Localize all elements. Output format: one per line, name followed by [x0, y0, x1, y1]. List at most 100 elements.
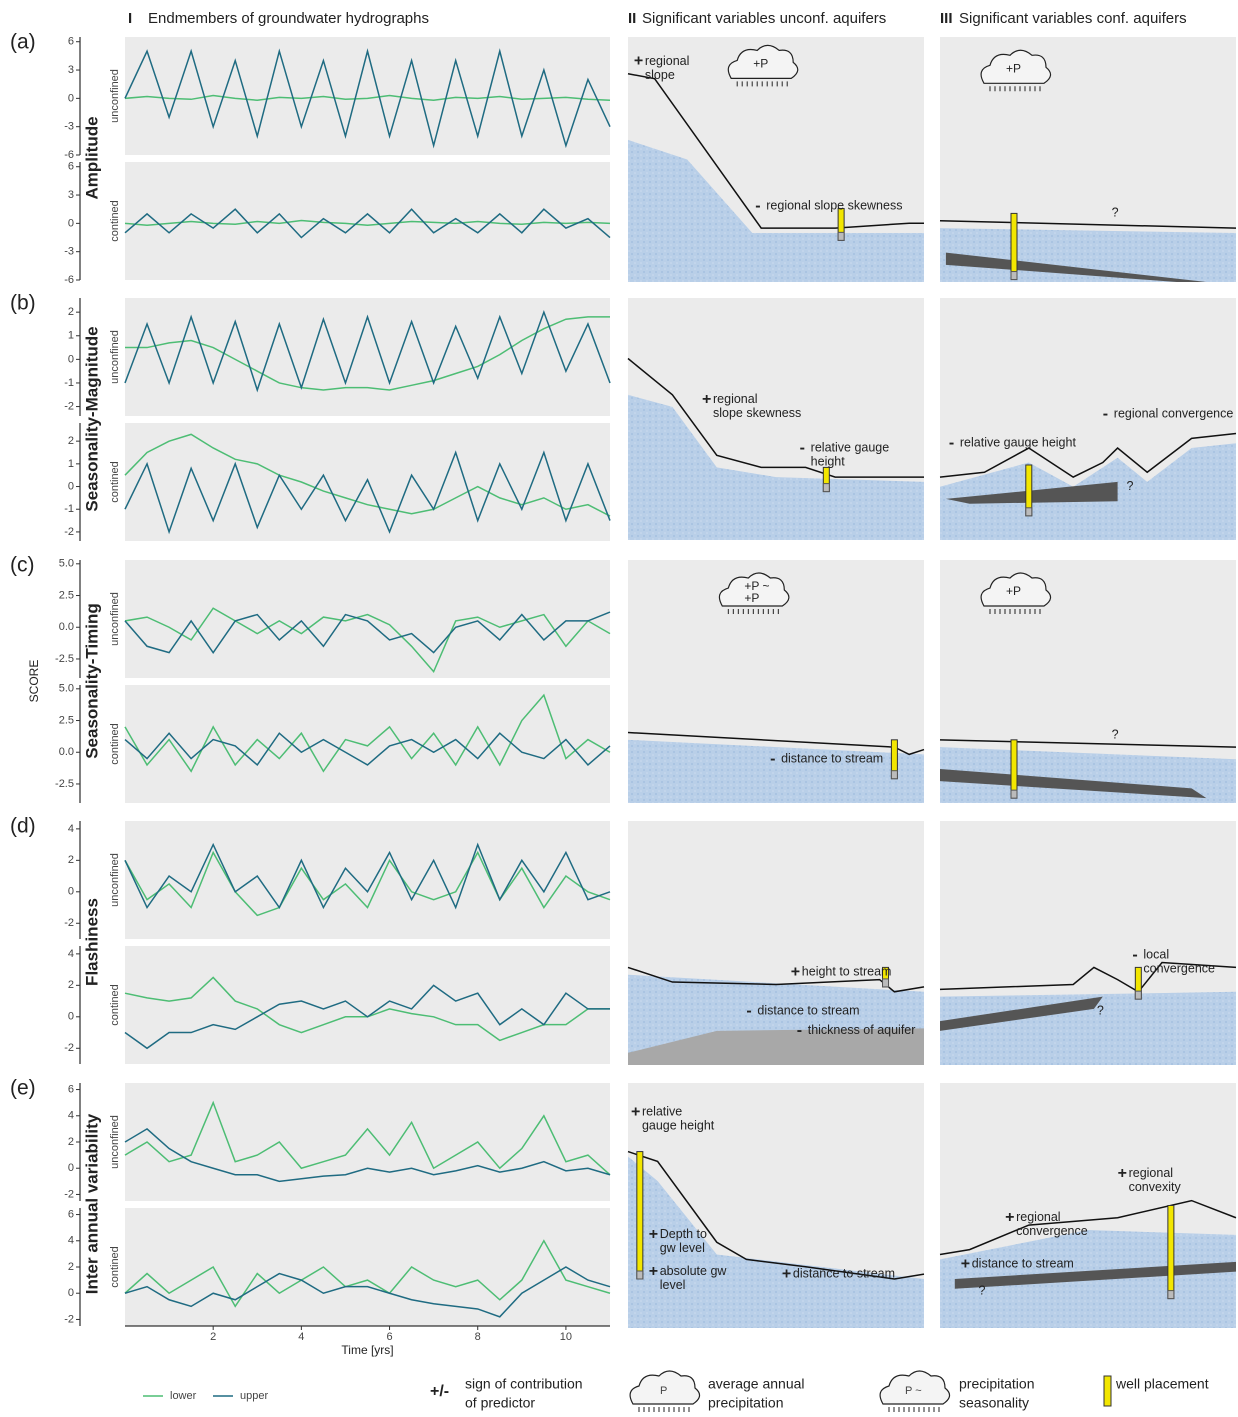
- cloud: [980, 49, 1052, 84]
- sign: -: [800, 439, 805, 456]
- y-tick-label: 4: [68, 1110, 74, 1122]
- header-num: II: [628, 10, 636, 27]
- annotation: local: [1143, 947, 1169, 961]
- sign: +: [782, 1265, 791, 1282]
- data-line: [124, 450, 611, 535]
- y-tick-label: 5.0: [59, 558, 74, 570]
- row-label: Flashiness: [82, 898, 101, 986]
- row-label: Inter annual variability: [82, 1113, 101, 1294]
- sign: +: [649, 1226, 658, 1243]
- y-tick-label: -2.5: [55, 778, 74, 790]
- data-line: [124, 607, 611, 674]
- cloud: [718, 572, 790, 607]
- y-tick-label: -2: [64, 917, 74, 929]
- annotation: regional: [1016, 1210, 1060, 1224]
- y-axis-label: unconfined: [109, 69, 121, 123]
- plot-background: [125, 821, 610, 939]
- sign: -: [770, 750, 775, 767]
- y-tick-label: -3: [64, 246, 74, 258]
- plot-background: [125, 946, 610, 1064]
- cloud: [727, 44, 799, 79]
- data-line: [124, 732, 611, 767]
- annotation: regional: [645, 54, 689, 68]
- ground-surface: [939, 432, 1237, 478]
- annotation: regional: [713, 392, 757, 406]
- y-tick-label: -1: [64, 503, 74, 515]
- y-tick-label: -6: [64, 149, 74, 161]
- data-line: [124, 984, 610, 1050]
- annotation: distance to stream: [793, 1266, 895, 1280]
- annotation: gauge height: [642, 1119, 715, 1133]
- annotation: regional convergence: [1114, 406, 1234, 420]
- legend-cloud-label: P ~: [905, 1385, 922, 1397]
- header-text: Endmembers of groundwater hydrographs: [148, 10, 429, 27]
- sign: -: [797, 1022, 802, 1039]
- aquifer: [628, 739, 924, 803]
- ground-surface: [627, 731, 925, 756]
- annotation: distance to stream: [781, 752, 883, 766]
- legend-cloud-label: P: [660, 1385, 667, 1397]
- data-line: [124, 1100, 611, 1176]
- cloud: [980, 572, 1052, 607]
- annotation: slope skewness: [713, 406, 801, 420]
- y-tick-label: -2: [64, 1313, 74, 1325]
- y-tick-label: 2: [68, 306, 74, 318]
- y-tick-label: -2: [64, 1042, 74, 1054]
- confining-layer: [940, 768, 1207, 799]
- well: [1010, 212, 1018, 281]
- legend-text: precipitation: [959, 1376, 1035, 1392]
- bedrock: [628, 1028, 924, 1065]
- y-axis-label: unconfined: [109, 1115, 121, 1169]
- annotation: thickness of aquifer: [808, 1023, 916, 1037]
- sign: +: [1005, 1209, 1014, 1226]
- y-axis-label: unconfined: [109, 592, 121, 646]
- cloud-label: +P: [753, 57, 768, 71]
- annotation: absolute gw: [660, 1264, 728, 1278]
- plot-background: [125, 37, 610, 155]
- well: [636, 1151, 644, 1280]
- y-tick-label: -2: [64, 400, 74, 412]
- sign: +: [634, 53, 643, 70]
- annotation: Depth to: [660, 1227, 707, 1241]
- y-tick-label: 2: [68, 1261, 74, 1273]
- y-tick-label: 0: [68, 480, 74, 492]
- well-screen: [882, 978, 890, 988]
- y-tick-label: -1: [64, 377, 74, 389]
- y-tick-label: 0: [68, 353, 74, 365]
- sign: -: [1103, 405, 1108, 422]
- y-tick-label: 6: [68, 1083, 74, 1095]
- annotation: relative: [642, 1105, 682, 1119]
- annotation: slope: [645, 68, 675, 82]
- diagram-panel: - regional convergence-relative gauge hei…: [939, 298, 1237, 540]
- y-tick-label: -2: [64, 526, 74, 538]
- sign: +: [791, 963, 800, 980]
- cloud: [879, 1370, 951, 1405]
- legend-label: lower: [170, 1390, 197, 1402]
- sign: -: [746, 1003, 751, 1020]
- well-screen: [1010, 789, 1018, 799]
- ground-surface: [939, 961, 1237, 993]
- sign: -: [1132, 946, 1137, 963]
- header-num: I: [128, 10, 132, 27]
- annotation: level: [660, 1278, 686, 1292]
- ground-surface: [939, 739, 1237, 748]
- y-tick-label: 0: [68, 1011, 74, 1023]
- legend-text: seasonality: [959, 1395, 1029, 1411]
- x-tick-label: 8: [475, 1331, 481, 1343]
- annotation: ?: [1112, 206, 1119, 220]
- data-line: [124, 208, 611, 239]
- y-tick-label: 4: [68, 823, 74, 835]
- legend-text: precipitation: [708, 1395, 784, 1411]
- y-axis-label: contined: [109, 461, 121, 503]
- legend-label: upper: [240, 1390, 268, 1402]
- annotation: distance to stream: [757, 1004, 859, 1018]
- legend-text: well placement: [1115, 1376, 1209, 1392]
- legend-text: sign of contribution: [465, 1376, 583, 1392]
- annotation: ?: [1097, 1004, 1104, 1018]
- diagram-panel: + height to stream-distance to stream-thi…: [627, 821, 925, 1065]
- well: [1010, 739, 1018, 799]
